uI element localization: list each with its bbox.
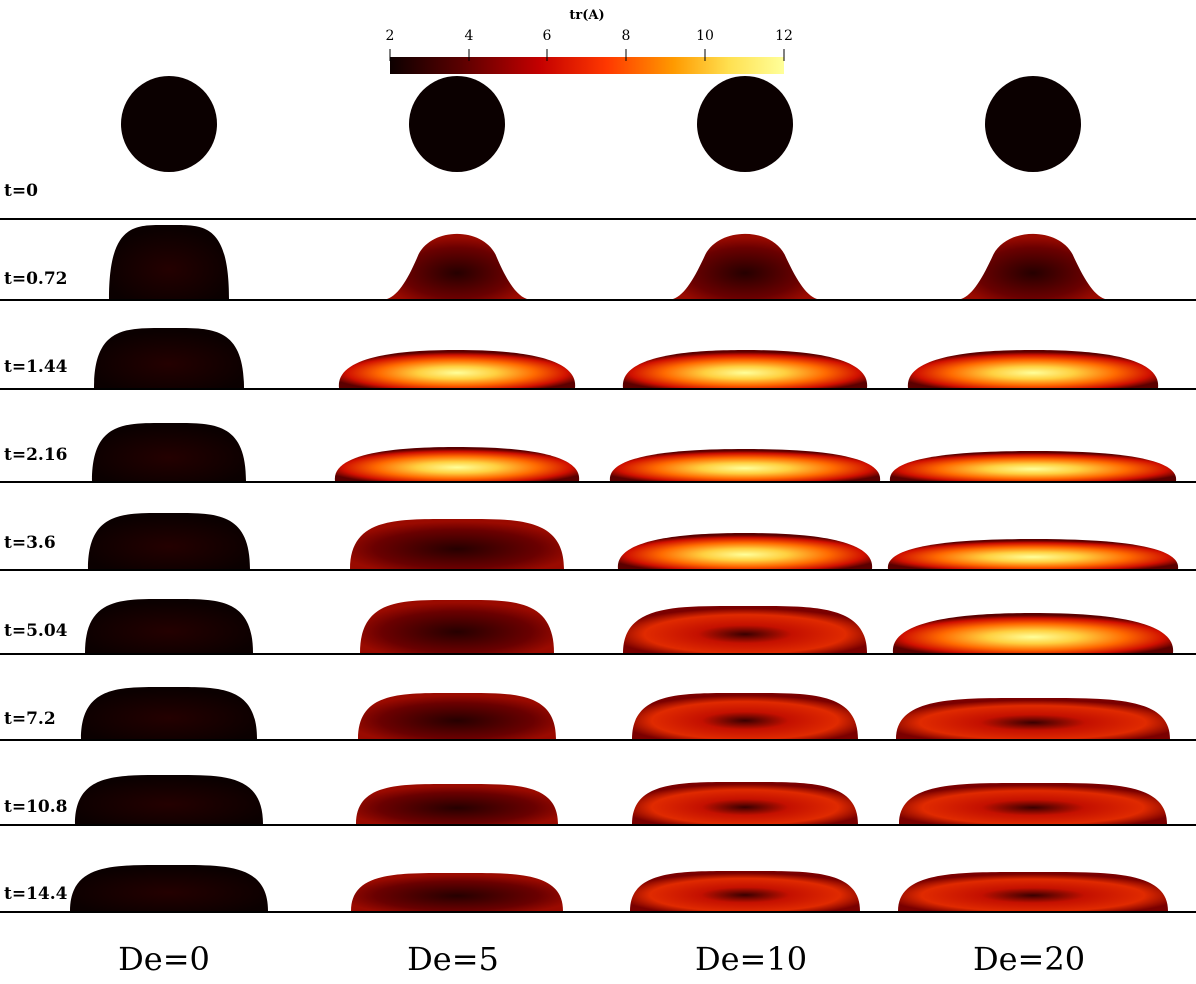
droplet — [907, 350, 1159, 388]
row-label: t=0.72 — [4, 269, 68, 289]
substrate-line — [0, 218, 1196, 220]
row-label: t=7.2 — [4, 709, 56, 729]
droplet — [622, 350, 868, 388]
colorbar-tick-label: 2 — [385, 28, 395, 44]
droplet — [898, 871, 1168, 911]
droplet — [109, 224, 229, 299]
substrate-line — [0, 739, 1196, 741]
droplet — [887, 539, 1179, 569]
droplet — [409, 76, 505, 172]
droplet — [70, 864, 268, 911]
droplet — [350, 518, 564, 569]
colorbar-title: tr(A) — [569, 8, 605, 23]
substrate-line — [0, 911, 1196, 913]
droplet — [985, 76, 1081, 172]
substrate-line — [0, 388, 1196, 390]
droplets — [70, 76, 1179, 911]
droplet — [85, 598, 253, 653]
droplet — [92, 422, 246, 481]
colorbar-tick-label: 6 — [542, 28, 552, 44]
droplet — [356, 783, 558, 824]
droplet — [892, 613, 1174, 653]
droplet — [617, 533, 873, 569]
row-label: t=2.16 — [4, 445, 68, 465]
droplet — [961, 233, 1105, 299]
row-label: t=1.44 — [4, 357, 68, 377]
row-label: t=14.4 — [4, 884, 68, 904]
droplet — [673, 233, 817, 299]
colorbar-tick-marks — [389, 49, 785, 61]
colorbar-tick-label: 8 — [621, 28, 631, 44]
column-label: De=0 — [118, 940, 210, 978]
droplet — [360, 599, 554, 653]
substrate-line — [0, 653, 1196, 655]
droplet — [75, 774, 263, 824]
colorbar — [390, 57, 784, 74]
colorbar-tick-label: 10 — [696, 28, 714, 44]
row-label: t=10.8 — [4, 797, 68, 817]
droplet — [899, 782, 1167, 824]
droplet — [94, 327, 244, 388]
droplet — [88, 512, 250, 569]
substrate-line — [0, 569, 1196, 571]
substrate-line — [0, 824, 1196, 826]
droplet — [387, 233, 527, 299]
droplet — [609, 449, 881, 481]
colorbar-tick-label: 12 — [775, 28, 793, 44]
droplet — [358, 692, 556, 739]
row-label: t=0 — [4, 181, 38, 201]
row-label: t=3.6 — [4, 533, 56, 553]
substrate-line — [0, 481, 1196, 483]
droplet — [632, 781, 858, 824]
droplet — [623, 605, 867, 653]
droplet — [338, 350, 576, 388]
droplet — [697, 76, 793, 172]
droplet — [630, 870, 860, 911]
colorbar-tick-label: 4 — [464, 28, 474, 44]
substrate-line — [0, 299, 1196, 301]
droplet — [632, 692, 858, 739]
droplet — [351, 872, 563, 911]
column-label: De=20 — [972, 940, 1086, 978]
column-label: De=5 — [407, 940, 499, 978]
droplet — [334, 447, 580, 481]
column-label: De=10 — [694, 940, 808, 978]
droplet — [81, 686, 257, 739]
droplet — [889, 451, 1177, 481]
droplet — [896, 697, 1170, 739]
row-label: t=5.04 — [4, 621, 68, 641]
droplet — [121, 76, 217, 172]
